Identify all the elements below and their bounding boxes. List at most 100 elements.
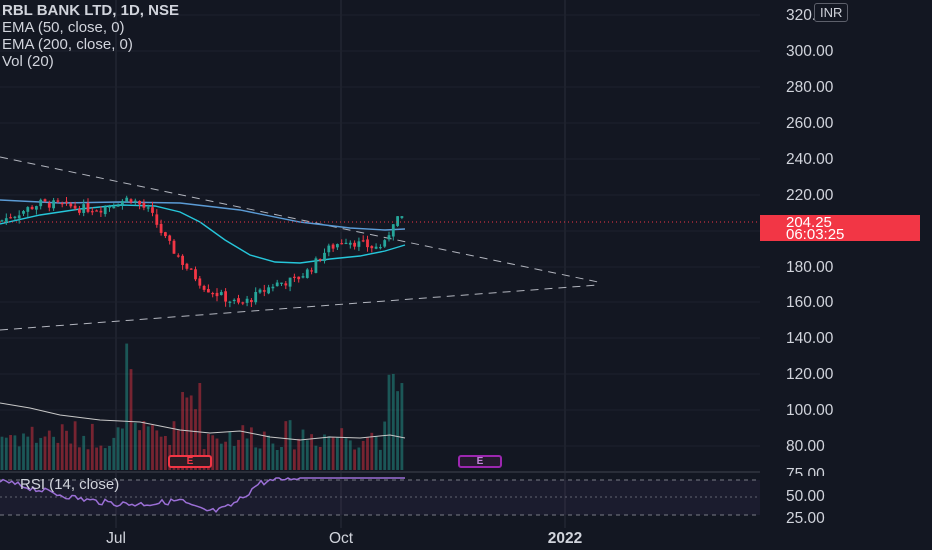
- price-tick: 140.00: [786, 330, 834, 347]
- volume-bar: [353, 449, 356, 470]
- candle-body: [159, 223, 163, 233]
- candle-body: [121, 200, 124, 205]
- volume-bar: [86, 449, 90, 470]
- candle-body: [116, 205, 120, 207]
- volume-bar: [138, 430, 141, 470]
- rsi-band: [0, 480, 760, 515]
- volume-bar: [314, 445, 318, 470]
- candle-body: [254, 291, 258, 303]
- volume-bar: [262, 431, 266, 470]
- candle-body: [30, 206, 34, 210]
- candle-body: [138, 200, 141, 205]
- trendline-upper: [0, 156, 599, 283]
- candle-body: [112, 206, 116, 209]
- candle-body: [271, 286, 275, 289]
- candle-body: [164, 232, 167, 237]
- candle-body: [22, 211, 25, 214]
- candle-body: [275, 282, 279, 287]
- candle-body: [194, 269, 197, 280]
- candle-body: [357, 241, 361, 247]
- candle-body: [60, 203, 64, 205]
- candle-body: [146, 207, 150, 209]
- candle-body: [56, 200, 60, 202]
- volume-bar: [116, 427, 120, 470]
- candle-body: [293, 276, 296, 278]
- candle-body: [13, 216, 17, 218]
- candle-body: [232, 299, 236, 302]
- price-tick: 80.00: [786, 438, 825, 455]
- candle-body: [39, 199, 43, 207]
- volume-bar: [267, 435, 270, 470]
- candle-body: [297, 276, 301, 280]
- volume-bar: [95, 447, 98, 470]
- candle-body: [344, 242, 348, 245]
- volume-bar: [69, 443, 73, 470]
- currency-badge[interactable]: INR: [814, 3, 849, 22]
- volume-bar: [280, 447, 283, 470]
- candle-body: [310, 270, 313, 272]
- rsi-tick: 75.00: [786, 466, 825, 476]
- volume-bar: [13, 435, 17, 470]
- symbol-title[interactable]: RBL BANK LTD, 1D, NSE: [2, 2, 179, 19]
- volume-bar: [26, 436, 30, 470]
- candle-body: [387, 235, 391, 240]
- rsi-tick: 25.00: [786, 510, 825, 527]
- volume-bar: [387, 374, 391, 470]
- grid-lines: [0, 0, 760, 528]
- rsi-legend[interactable]: RSI (14, close): [20, 476, 120, 493]
- volume-bar: [129, 369, 133, 470]
- candle-body: [82, 204, 86, 213]
- candle-body: [370, 246, 374, 249]
- time-axis[interactable]: Jul Oct 2022: [0, 528, 760, 550]
- volume-bar: [215, 438, 219, 470]
- volume-bar: [366, 437, 369, 470]
- candle-body: [314, 258, 318, 273]
- volume-bar: [121, 428, 124, 470]
- candle-body: [47, 202, 51, 208]
- volume-bar: [344, 438, 348, 470]
- volume-bar: [250, 427, 253, 470]
- candle-body: [172, 240, 176, 254]
- candle-body: [78, 209, 81, 213]
- candle-body: [336, 244, 339, 248]
- earnings-marker-upcoming[interactable]: E: [458, 455, 502, 468]
- candle-body: [241, 302, 245, 304]
- price-chart[interactable]: [0, 0, 760, 528]
- candle-body: [86, 203, 90, 212]
- candle-body: [151, 207, 154, 213]
- earnings-marker-past[interactable]: E: [168, 455, 212, 468]
- volume-bar: [379, 449, 382, 470]
- volume-bar: [275, 449, 279, 470]
- volume-bar: [207, 433, 210, 470]
- time-tick: Jul: [106, 530, 126, 547]
- volume-bar: [361, 440, 365, 470]
- volume-bar: [73, 421, 77, 470]
- volume-bar: [125, 343, 129, 470]
- volume-bar: [30, 426, 34, 470]
- candle-body: [374, 246, 378, 249]
- volume-bar: [17, 446, 21, 470]
- volume-bars: [0, 343, 404, 470]
- price-tick: 300.00: [786, 43, 834, 60]
- ema50-legend[interactable]: EMA (50, close, 0): [2, 19, 125, 36]
- ema200-legend[interactable]: EMA (200, close, 0): [2, 36, 133, 53]
- price-tick: 280.00: [786, 79, 834, 96]
- volume-bar: [271, 443, 275, 470]
- volume-bar: [396, 391, 399, 470]
- chart-area[interactable]: RBL BANK LTD, 1D, NSE EMA (50, close, 0)…: [0, 0, 760, 528]
- volume-bar: [133, 422, 137, 470]
- volume-bar: [90, 423, 94, 470]
- candle-body: [379, 247, 382, 249]
- volume-legend[interactable]: Vol (20): [2, 53, 54, 70]
- volume-bar: [323, 434, 326, 470]
- volume-bar: [108, 445, 111, 470]
- price-axis[interactable]: 320.00 INR 300.00 280.00 260.00 240.00 2…: [760, 0, 932, 528]
- candle-body: [262, 290, 266, 292]
- candle-body: [391, 224, 395, 237]
- volume-bar: [0, 436, 4, 470]
- earnings-marker-label: E: [476, 456, 484, 467]
- volume-bar: [151, 425, 154, 470]
- candle-body: [383, 240, 387, 247]
- volume-bar: [82, 435, 86, 470]
- rsi-line: [0, 477, 405, 513]
